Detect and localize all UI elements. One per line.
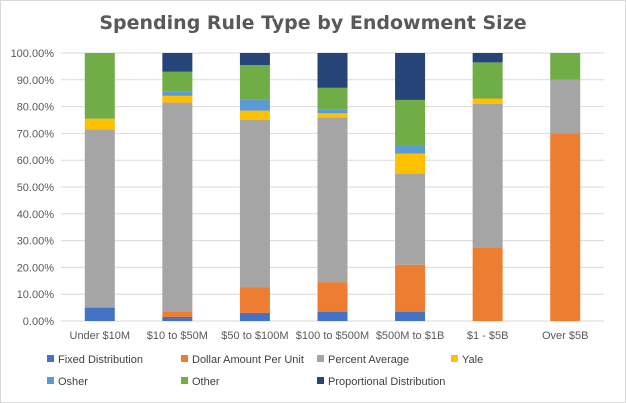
bar-segment [84, 118, 115, 130]
bar-segment [239, 120, 270, 288]
bar-segment [550, 79, 581, 134]
bar-segment [395, 173, 426, 265]
bar-segment [550, 53, 581, 80]
bar-segment [472, 53, 503, 63]
bar-segment [239, 287, 270, 313]
y-tick-label: 40.00% [17, 209, 55, 221]
bar-segment [162, 311, 193, 317]
y-tick-label: 10.00% [17, 289, 55, 301]
legend-label: Yale [462, 354, 483, 366]
x-tick-label: $50 to $100M [221, 330, 288, 342]
y-axis-ticks: 0.00% 10.00% 20.00% 30.00% 40.00% 50.00% 60.00… [11, 48, 55, 328]
bar-segment [162, 95, 193, 103]
x-tick-label: Under $10M [70, 330, 131, 342]
bar-segment [84, 129, 115, 308]
bar-segment [162, 53, 193, 72]
bar-segment [162, 316, 193, 321]
legend-swatch [181, 377, 188, 384]
bar-segment [317, 109, 348, 114]
legend-swatch [47, 355, 54, 362]
y-tick-label: 90.00% [17, 75, 55, 87]
bar-segment [395, 264, 426, 312]
x-axis-ticks: Under $10M $10 to $50M $50 to $100M $100 to… [70, 330, 589, 342]
x-tick-label: $500M to $1B [376, 330, 445, 342]
legend-swatch [451, 355, 458, 362]
bars [84, 53, 581, 321]
legend-item: Yale [451, 354, 483, 366]
legend-label: Other [192, 376, 220, 388]
bar-segment [162, 91, 193, 96]
bar-segment [239, 65, 270, 100]
legend-item: Proportional Distribution [317, 376, 445, 388]
bar-segment [239, 53, 270, 66]
legend-swatch [317, 355, 324, 362]
bar-segment [317, 53, 348, 88]
y-tick-label: 80.00% [17, 102, 55, 114]
bar-segment [472, 103, 503, 248]
y-tick-label: 20.00% [17, 262, 55, 274]
legend-swatch [47, 377, 54, 384]
legend-label: Fixed Distribution [58, 354, 143, 366]
legend: Fixed Distribution Dollar Amount Per Unit… [47, 354, 483, 388]
bar-segment [239, 312, 270, 321]
bar-segment [239, 110, 270, 120]
bar-segment [472, 247, 503, 321]
bar-segment [162, 102, 193, 312]
x-tick-label: $100 to $500M [296, 330, 369, 342]
bar-segment [395, 311, 426, 321]
bar-segment [239, 99, 270, 111]
y-tick-label: 50.00% [17, 182, 55, 194]
bar-segment [317, 113, 348, 118]
bar-segment [317, 87, 348, 110]
bar-segment [550, 133, 581, 321]
y-tick-label: 30.00% [17, 236, 55, 248]
bar-segment [395, 99, 426, 146]
bar-segment [84, 307, 115, 321]
y-tick-label: 0.00% [23, 316, 54, 328]
y-tick-label: 60.00% [17, 155, 55, 167]
bar-segment [84, 53, 115, 119]
legend-item: Osher [47, 376, 88, 388]
legend-label: Percent Average [328, 354, 409, 366]
bar-segment [395, 53, 426, 100]
bar-segment [395, 153, 426, 174]
bar-segment [395, 145, 426, 154]
y-tick-label: 100.00% [11, 48, 55, 60]
legend-swatch [181, 355, 188, 362]
legend-item: Percent Average [317, 354, 409, 366]
x-tick-label: $10 to $50M [147, 330, 208, 342]
legend-swatch [317, 377, 324, 384]
legend-item: Dollar Amount Per Unit [181, 354, 304, 366]
legend-label: Dollar Amount Per Unit [192, 354, 304, 366]
y-tick-label: 70.00% [17, 128, 55, 140]
legend-item: Other [181, 376, 220, 388]
bar-segment [472, 62, 503, 99]
bar-segment [162, 71, 193, 92]
legend-label: Osher [58, 376, 88, 388]
bar-segment [317, 311, 348, 321]
x-tick-label: Over $5B [542, 330, 588, 342]
legend-label: Proportional Distribution [328, 376, 445, 388]
legend-item: Fixed Distribution [47, 354, 143, 366]
bar-segment [472, 98, 503, 104]
x-tick-label: $1 - $5B [467, 330, 509, 342]
bar-segment [317, 117, 348, 283]
bar-segment [317, 282, 348, 312]
chart-title: Spending Rule Type by Endowment Size [99, 12, 526, 34]
